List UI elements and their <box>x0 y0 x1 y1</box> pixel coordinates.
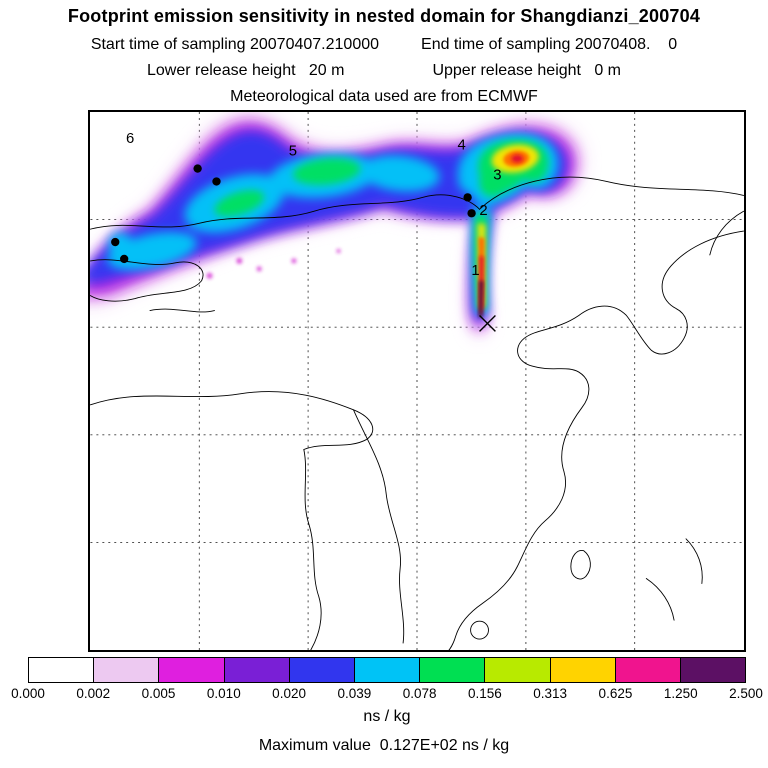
colorbar-segment <box>224 658 290 682</box>
map-borders <box>90 176 744 650</box>
station-dot <box>467 209 476 218</box>
station-dot <box>463 193 472 202</box>
colorbar-segment <box>485 658 551 682</box>
plume-day-number: 3 <box>493 167 501 183</box>
colorbar-segment <box>94 658 160 682</box>
border-northeast <box>479 176 744 210</box>
plume-speckles <box>206 248 341 279</box>
coast-japan-edge <box>709 210 744 256</box>
colorbar-segment <box>680 658 746 682</box>
colorbar-tick-label: 0.078 <box>402 686 437 701</box>
sampling-time-row: Start time of sampling 20070407.210000 E… <box>0 36 768 54</box>
end-time-label: End time of sampling 20070408. 0 <box>421 36 678 53</box>
upper-release-label: Upper release height 0 m <box>432 62 621 79</box>
colorbar-ticks: 0.000 0.002 0.005 0.010 0.020 0.039 0.078 0.156… <box>11 686 763 704</box>
map-markers: 6 5 4 3 2 1 <box>111 131 502 332</box>
colorbar-segment <box>289 658 355 682</box>
map-panel: 6 5 4 3 2 1 <box>88 110 746 652</box>
max-value-label: Maximum value 0.127E+02 ns / kg <box>258 737 510 754</box>
coast-indochina-2 <box>353 409 405 644</box>
colorbar-segment <box>159 658 225 682</box>
source-cross-icon <box>479 314 496 332</box>
plume-layer-maroon <box>478 280 484 318</box>
station-dot <box>111 237 120 247</box>
station-dot <box>212 177 221 186</box>
border-west-1 <box>90 259 204 302</box>
start-time-label: Start time of sampling 20070407.210000 <box>90 36 380 53</box>
colorbar <box>28 657 746 683</box>
footprint-plume <box>90 112 583 337</box>
border-north <box>90 194 480 230</box>
coastline-east <box>448 230 744 650</box>
island-hainan <box>470 620 489 640</box>
border-west-2 <box>149 308 215 313</box>
lower-release-label: Lower release height 20 m <box>147 62 345 79</box>
station-dot <box>193 164 202 173</box>
colorbar-tick-label: 0.625 <box>598 686 633 701</box>
colorbar-tick-label: 0.156 <box>468 686 502 701</box>
colorbar-tick-label: 0.010 <box>206 686 241 701</box>
colorbar-tick-label: 0.039 <box>337 686 372 701</box>
colorbar-tick-label: 0.313 <box>533 686 568 701</box>
figure-title: Footprint emission sensitivity in nested… <box>67 6 701 26</box>
colorbar-tick-label: 0.005 <box>141 686 176 701</box>
plume-day-number: 6 <box>126 131 134 147</box>
island-taiwan <box>570 549 591 580</box>
border-himalaya <box>90 391 374 450</box>
plume-day-number: 5 <box>289 144 297 160</box>
island-arc-1 <box>645 578 675 621</box>
station-dot <box>120 254 129 264</box>
plume-day-number: 2 <box>479 203 487 219</box>
colorbar-segment <box>550 658 616 682</box>
release-height-row: Lower release height 20 m Upper release … <box>0 62 768 80</box>
colorbar-tick-label: 0.000 <box>11 686 45 701</box>
colorbar-segment <box>615 658 681 682</box>
plume-day-number: 1 <box>471 263 479 279</box>
island-arc-2 <box>685 538 703 584</box>
plume-layer-blue <box>90 131 567 322</box>
colorbar-segment <box>354 658 421 682</box>
colorbar-segment <box>420 658 486 682</box>
map-svg: 6 5 4 3 2 1 <box>90 112 744 650</box>
colorbar-segment <box>29 658 95 682</box>
colorbar-unit-label: ns / kg <box>363 708 411 725</box>
plume-day-number: 4 <box>458 138 466 154</box>
colorbar-tick-label: 1.250 <box>663 686 698 701</box>
colorbar-tick-label: 0.002 <box>76 686 111 701</box>
coast-indochina-1 <box>303 449 322 650</box>
colorbar-tick-label: 2.500 <box>729 686 763 701</box>
colorbar-tick-label: 0.020 <box>272 686 306 701</box>
met-data-label: Meteorological data used are from ECMWF <box>230 88 538 105</box>
